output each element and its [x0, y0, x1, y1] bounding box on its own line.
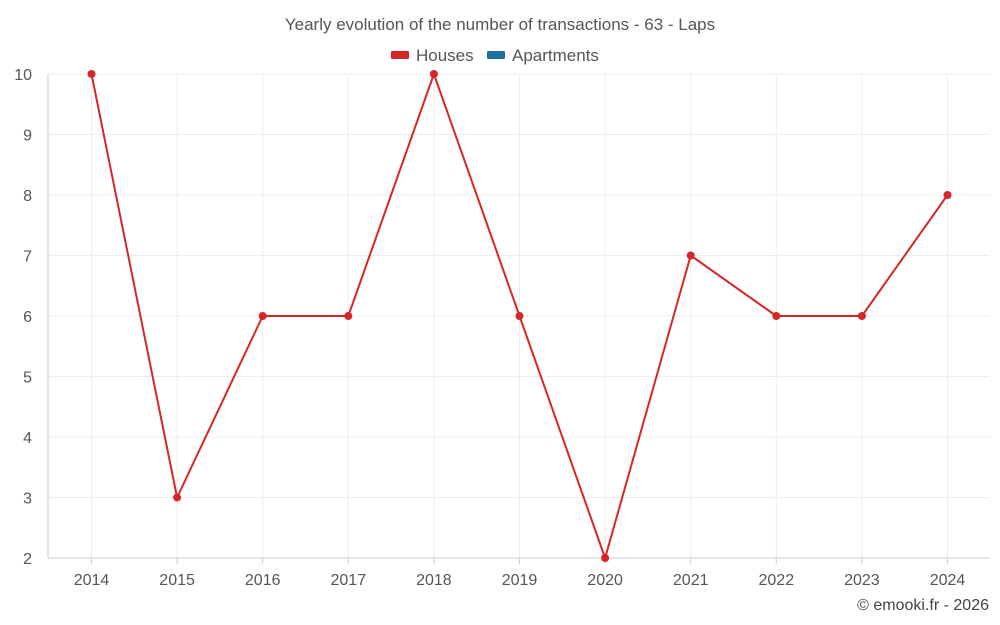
x-tick-label-2021: 2021 — [673, 572, 709, 589]
legend-swatch-houses — [391, 51, 409, 59]
y-tick-label-7: 7 — [23, 249, 32, 266]
x-tick-label-2018: 2018 — [416, 572, 452, 589]
credit-text: © emooki.fr - 2026 — [857, 597, 989, 614]
legend-label-houses: Houses — [416, 46, 474, 65]
y-tick-label-5: 5 — [23, 370, 32, 387]
y-tick-label-3: 3 — [23, 491, 32, 508]
x-tick-label-2016: 2016 — [245, 572, 281, 589]
data-point-houses-2019[interactable] — [515, 312, 524, 320]
legend-label-apartments: Apartments — [512, 46, 599, 65]
data-point-houses-2017[interactable] — [344, 312, 353, 320]
x-tick-label-2017: 2017 — [331, 572, 367, 589]
data-point-houses-2020[interactable] — [601, 554, 610, 562]
data-point-houses-2015[interactable] — [173, 493, 182, 502]
y-tick-label-2: 2 — [23, 551, 32, 568]
legend-item-houses[interactable]: Houses — [391, 46, 474, 65]
data-point-houses-2024[interactable] — [943, 191, 952, 199]
legend-swatch-apartments — [487, 51, 505, 59]
data-point-houses-2014[interactable] — [87, 70, 96, 78]
legend: Houses Apartments — [391, 46, 599, 65]
data-point-houses-2018[interactable] — [429, 70, 438, 78]
data-point-houses-2023[interactable] — [857, 312, 866, 320]
y-tick-label-10: 10 — [14, 67, 32, 84]
x-tick-label-2023: 2023 — [844, 572, 880, 589]
x-tick-label-2014: 2014 — [74, 572, 110, 589]
chart-title: Yearly evolution of the number of transa… — [285, 15, 715, 34]
data-point-houses-2016[interactable] — [258, 312, 267, 320]
y-tick-label-9: 9 — [23, 128, 32, 145]
x-tick-label-2020: 2020 — [587, 572, 623, 589]
x-tick-label-2015: 2015 — [159, 572, 195, 589]
x-tick-label-2024: 2024 — [930, 572, 966, 589]
x-tick-label-2019: 2019 — [502, 572, 538, 589]
data-point-houses-2022[interactable] — [772, 312, 781, 320]
x-tick-label-2022: 2022 — [759, 572, 795, 589]
y-tick-label-8: 8 — [23, 188, 32, 205]
y-tick-label-4: 4 — [23, 430, 32, 447]
series-houses — [87, 70, 952, 562]
legend-item-apartments[interactable]: Apartments — [487, 46, 599, 65]
axes: 2 3 4 5 6 7 8 9 10 2014 2015 2016 2017 2018 2019 2020 20… — [14, 67, 990, 589]
y-tick-label-6: 6 — [23, 309, 32, 326]
data-point-houses-2021[interactable] — [686, 251, 695, 260]
